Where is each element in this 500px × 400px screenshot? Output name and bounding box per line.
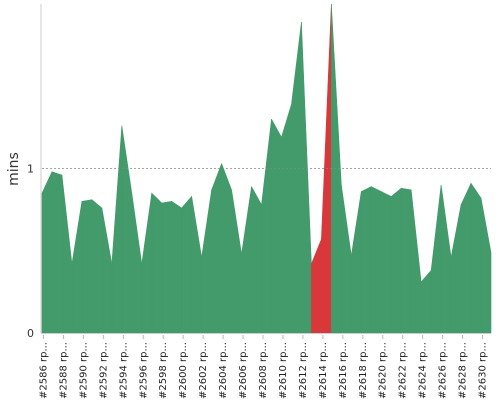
area-segment-2592 [101, 207, 113, 334]
area-segment-2604 [221, 163, 232, 334]
x-tick-label: #2602 rp... [198, 342, 209, 399]
area-segment-2591 [91, 199, 103, 334]
area-segment-2601 [191, 196, 202, 334]
area-segment-2626 [440, 184, 452, 334]
area-segment-2590 [81, 199, 93, 334]
area-segment-2597 [151, 192, 163, 334]
area-segment-2609 [271, 119, 282, 334]
area-segment-2610 [281, 104, 292, 334]
area-segment-2624 [420, 269, 432, 334]
area-segment-2621 [390, 187, 402, 334]
x-tick-label: #2608 rp... [258, 342, 269, 399]
area-segment-2593 [111, 125, 123, 334]
area-segment-2598 [161, 201, 173, 334]
axes: 0 1 #2586 rp... #2588 rp... #2590 rp... #2592… [27, 4, 491, 399]
area-segment-2620 [380, 191, 392, 334]
area-segment-2622 [400, 187, 412, 334]
area-segment-2617 [351, 191, 362, 334]
x-tick-label: #2594 rp... [118, 342, 129, 399]
x-tick-label: #2606 rp... [238, 342, 249, 399]
area-segment-2619 [370, 186, 382, 334]
x-tick-label: #2598 rp... [158, 342, 169, 399]
plot-area [41, 3, 492, 334]
area-segment-2603 [211, 163, 222, 334]
area-segment-2630 [480, 198, 492, 334]
area-segment-2625 [430, 184, 442, 334]
area-segment-2607 [251, 186, 262, 334]
x-tick-label: #2610 rp... [278, 342, 289, 399]
area-segment-2606 [241, 186, 252, 334]
area-segment-2589 [71, 201, 83, 334]
area-segment-2612 [301, 22, 312, 334]
area-segment-2628 [460, 183, 472, 334]
area-segment-2623 [410, 189, 422, 334]
x-tick-label: #2630 rp... [478, 342, 489, 399]
area-segment-2618 [360, 186, 372, 334]
area-segment-2595 [131, 193, 143, 334]
area-segment-2588 [61, 175, 73, 334]
x-tick-label: #2614 rp... [318, 342, 329, 399]
x-tick-label: #2590 rp... [78, 342, 89, 399]
x-tick-label: #2626 rp... [438, 342, 449, 399]
x-tick-label: #2612 rp... [298, 342, 309, 399]
area-segment-2586 [41, 171, 53, 334]
x-tick-label: #2600 rp... [178, 342, 189, 399]
area-segment-2616 [341, 184, 352, 334]
x-tick-label: #2622 rp... [398, 342, 409, 399]
y-axis-label: mins [6, 152, 22, 186]
area-segment-2627 [450, 204, 462, 334]
x-tick-label: #2592 rp... [98, 342, 109, 399]
area-segment-2605 [231, 189, 242, 334]
area-segment-2629 [470, 182, 482, 334]
x-tick-label: #2616 rp... [338, 342, 349, 399]
x-tick-label: #2620 rp... [378, 342, 389, 399]
x-tick-label: #2588 rp... [58, 342, 69, 399]
x-tick-label: #2596 rp... [138, 342, 149, 399]
area-segment-2596 [141, 193, 153, 334]
area-segment-2613 [311, 239, 322, 334]
area-segment-2602 [201, 189, 212, 334]
y-tick-label-0: 0 [27, 327, 34, 340]
area-segment-2587 [51, 171, 63, 334]
area-segment-2611 [291, 22, 302, 334]
y-tick-label-1: 1 [27, 163, 34, 176]
x-tick-label: #2618 rp... [358, 342, 369, 399]
x-tick-label: #2586 rp... [39, 342, 50, 399]
area-segment-2600 [181, 195, 192, 334]
x-tick-label: #2628 rp... [458, 342, 469, 399]
x-tick-label: #2604 rp... [218, 342, 229, 399]
area-segment-2594 [121, 125, 133, 334]
area-segment-2599 [171, 200, 182, 334]
x-tick-label: #2624 rp... [418, 342, 429, 399]
area-segment-2608 [261, 119, 272, 334]
